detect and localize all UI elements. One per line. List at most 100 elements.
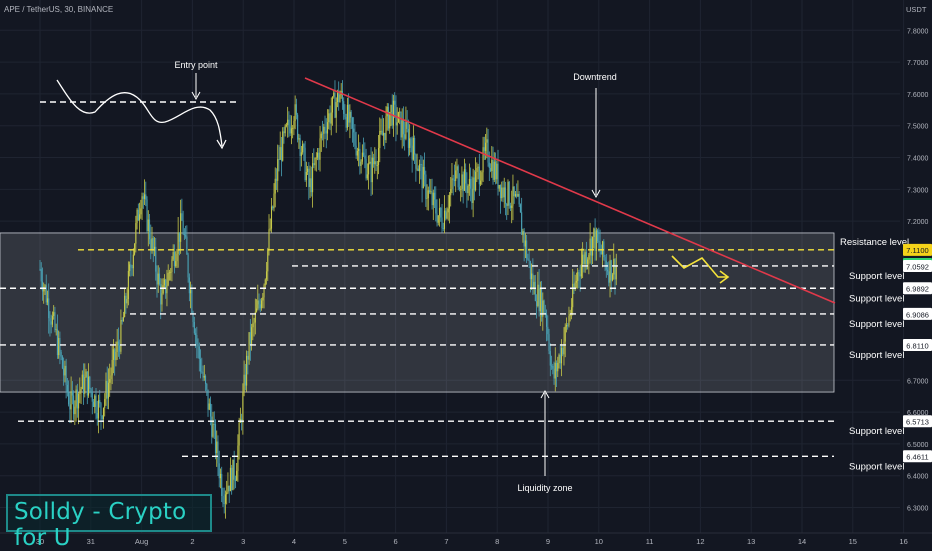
- candle-body: [259, 304, 261, 309]
- candle-body: [514, 194, 516, 197]
- candle-body: [339, 94, 341, 103]
- projection-arrowhead: [719, 270, 730, 284]
- candle-body: [569, 313, 571, 316]
- candle-body: [142, 196, 144, 199]
- candle-body: [577, 272, 579, 281]
- candle-body: [447, 208, 449, 213]
- candle-body: [71, 391, 73, 396]
- candle-body: [160, 284, 162, 305]
- candle-body: [335, 102, 337, 118]
- liquidity-arrowhead: [540, 389, 550, 399]
- candle-body: [74, 406, 76, 415]
- candle-body: [448, 195, 451, 209]
- candle-body: [421, 164, 423, 189]
- candle-body: [589, 238, 591, 256]
- candle-body: [218, 463, 220, 479]
- candle-body: [568, 315, 570, 326]
- candle-body: [360, 161, 362, 166]
- candle-body: [429, 190, 431, 193]
- candle-body: [375, 161, 377, 166]
- candle-body: [202, 372, 204, 378]
- candle-body: [145, 194, 147, 200]
- candle-body: [191, 290, 193, 314]
- x-tick-label: 5: [343, 537, 347, 546]
- candle-body: [55, 329, 57, 331]
- candle-body: [599, 242, 601, 251]
- candle-body: [574, 282, 576, 290]
- candle-body: [85, 371, 87, 378]
- candle-body: [267, 249, 269, 272]
- candle-body: [541, 287, 543, 317]
- candle-body: [538, 284, 540, 312]
- candle-body: [84, 377, 86, 394]
- candle-body: [262, 297, 264, 301]
- y-tick-label: 7.4000: [907, 156, 929, 163]
- price-axis[interactable]: 7.8000 7.7000 7.6000 7.5000 7.4000 7.3000 7.20…: [907, 28, 929, 512]
- y-tick-label: 7.2000: [907, 219, 929, 226]
- candle-body: [503, 187, 505, 198]
- candle-body: [137, 209, 139, 221]
- candle-body: [333, 92, 335, 97]
- candle-body: [470, 178, 472, 189]
- candle-body: [600, 250, 602, 255]
- candle-body: [404, 134, 406, 139]
- candle-body: [130, 264, 132, 268]
- candle-body: [507, 181, 509, 206]
- candle-body: [463, 169, 465, 191]
- candle-body: [539, 287, 541, 312]
- candle-body: [349, 111, 351, 123]
- candle-body: [48, 298, 50, 319]
- candle-body: [582, 254, 584, 265]
- candle-body: [294, 104, 296, 122]
- candle-body: [325, 130, 327, 134]
- liquidity-zone-rect: [0, 232, 835, 393]
- candle-body: [170, 271, 172, 273]
- candle-body: [419, 163, 421, 172]
- candle-body: [226, 492, 228, 495]
- candle-body: [80, 388, 82, 392]
- candle-body: [76, 389, 78, 409]
- x-tick-label: 6: [394, 537, 398, 546]
- entry-curve: [56, 79, 223, 147]
- candle-body: [402, 120, 404, 135]
- candle-body: [115, 351, 117, 361]
- candle-body: [553, 368, 555, 379]
- candle-body: [141, 196, 143, 209]
- candle-body: [575, 280, 577, 283]
- brand-watermark: Solldy - Crypto for U: [6, 494, 212, 551]
- candle-body: [197, 344, 199, 347]
- candle-body: [348, 104, 350, 123]
- candle-body: [410, 138, 412, 146]
- candle-body: [58, 338, 60, 356]
- candle-body: [308, 168, 310, 187]
- y-tick-label: 6.5000: [907, 442, 929, 449]
- projection-path: [671, 255, 728, 278]
- liquidity-zone-annotation: Liquidity zone: [517, 483, 572, 493]
- candle-body: [502, 187, 504, 198]
- price-tag-text: 6.9892: [906, 285, 929, 294]
- candle-body: [521, 212, 523, 235]
- candle-body: [580, 264, 582, 277]
- candle-body: [233, 459, 235, 480]
- price-tag: [903, 415, 932, 428]
- candle-body: [610, 260, 612, 281]
- candle-body: [106, 380, 108, 399]
- price-tag: [903, 243, 932, 256]
- candle-body: [587, 259, 589, 265]
- candle-body: [331, 96, 334, 113]
- x-tick-label: 7: [444, 537, 448, 546]
- candle-body: [258, 300, 260, 305]
- candle-body: [460, 188, 462, 190]
- candle-body: [376, 165, 378, 166]
- price-tag-text: 7.0592: [906, 262, 929, 271]
- candle-body: [59, 338, 61, 353]
- time-axis[interactable]: 30 31 Aug 2 3 4 5 6 7 8 9 10 11 12 13 14 15 16: [0, 532, 932, 546]
- candle-body: [298, 138, 300, 140]
- candle-body: [313, 163, 315, 166]
- candle-body: [73, 395, 75, 415]
- candle-body: [343, 101, 345, 114]
- candle-body: [260, 300, 263, 309]
- y-tick-label: 7.5000: [907, 124, 929, 131]
